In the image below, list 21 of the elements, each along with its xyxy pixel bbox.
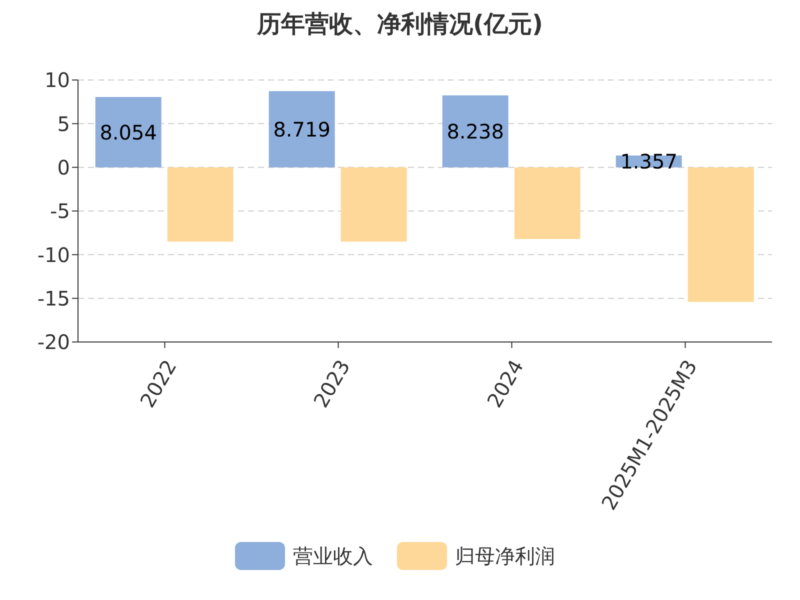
data-label: 8.719: [273, 117, 330, 142]
data-label: 1.357: [620, 150, 678, 174]
bar: [442, 95, 508, 168]
chart-title: 历年营收、净利情况(亿元): [256, 9, 544, 40]
legend-label: 归母净利润: [454, 542, 555, 570]
bar: [167, 167, 234, 242]
y-tick-label: -5: [50, 199, 70, 224]
y-tick-label: -20: [37, 330, 70, 354]
legend-label: 营业收入: [292, 542, 373, 570]
bar: [268, 91, 335, 168]
data-label: 8.238: [446, 119, 504, 144]
y-tick-label: 10: [44, 68, 70, 92]
y-tick-label: 5: [57, 112, 70, 136]
y-tick-label: -10: [37, 242, 70, 267]
y-tick-label: -15: [37, 286, 70, 310]
bar: [95, 96, 162, 168]
data-label: 8.054: [100, 120, 157, 144]
bar: [340, 167, 407, 242]
y-tick-label: 0: [57, 155, 70, 180]
bar: [514, 167, 580, 239]
bar: [688, 167, 754, 302]
